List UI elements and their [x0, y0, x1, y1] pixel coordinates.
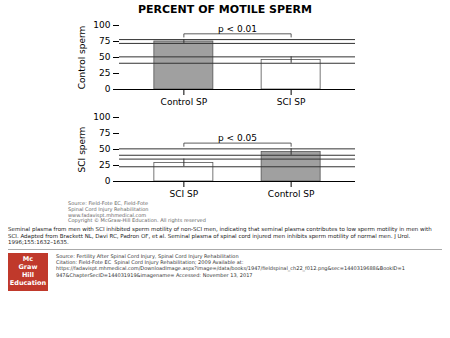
svg-text:Control SP: Control SP [161, 97, 208, 107]
html-text:PERCENT OF MOTILE SPERM: PERCENT OF MOTILE SPERM [138, 3, 312, 16]
svg-text:75: 75 [99, 36, 110, 46]
svg-text:25: 25 [99, 160, 110, 170]
svg-text:75: 75 [99, 128, 110, 138]
html-text:Source: Fertility After Spinal: Source: Fertility After Spinal Cord Inju… [56, 252, 405, 278]
svg-text:Control sperm: Control sperm [77, 26, 87, 90]
svg-text:SCI SP: SCI SP [277, 97, 306, 107]
svg-text:p < 0.05: p < 0.05 [218, 133, 257, 143]
svg-text:0: 0 [105, 176, 111, 186]
svg-text:100: 100 [93, 20, 110, 30]
svg-text:50: 50 [99, 52, 111, 62]
svg-text:SCI sperm: SCI sperm [77, 127, 87, 173]
svg-text:0: 0 [105, 84, 111, 94]
svg-text:50: 50 [99, 144, 111, 154]
svg-text:Control SP: Control SP [268, 189, 315, 199]
svg-text:25: 25 [99, 68, 110, 78]
html-text:Seminal plasma from men with S: Seminal plasma from men with SCI inhibit… [8, 226, 432, 246]
svg-text:100: 100 [93, 112, 110, 122]
html-text:Source: Field-Fote EC, Field-F: Source: Field-Fote EC, Field-Fote Spinal… [68, 200, 206, 224]
html-text:Mc Graw Hill Education: Mc Graw Hill Education [9, 255, 47, 287]
svg-text:SCI SP: SCI SP [170, 189, 199, 199]
svg-text:p < 0.01: p < 0.01 [218, 24, 257, 34]
